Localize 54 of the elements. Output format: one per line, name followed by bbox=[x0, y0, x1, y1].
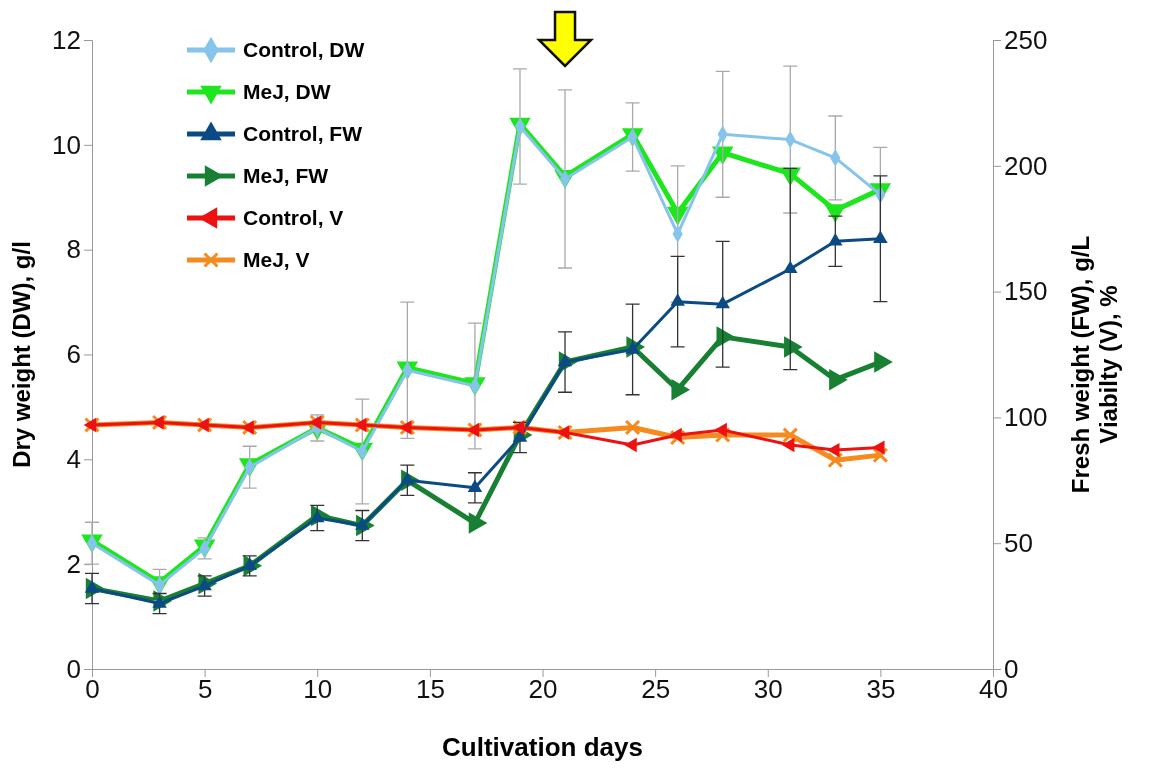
point bbox=[669, 429, 686, 446]
point bbox=[872, 440, 885, 455]
legend-label: Control, FW bbox=[243, 122, 363, 146]
point bbox=[151, 414, 168, 431]
y-tick-label: 0 bbox=[66, 653, 81, 684]
point bbox=[241, 420, 254, 435]
point bbox=[399, 420, 412, 435]
point bbox=[241, 419, 258, 436]
point bbox=[782, 427, 799, 443]
y-tick-label: 6 bbox=[66, 339, 81, 370]
legend-label: Control, V bbox=[243, 206, 344, 230]
point bbox=[151, 415, 164, 430]
point bbox=[714, 422, 727, 438]
point bbox=[467, 479, 483, 493]
y2-tick-label: 150 bbox=[1004, 276, 1048, 307]
x-axis-title: Cultivation days bbox=[442, 732, 643, 762]
point bbox=[196, 417, 213, 433]
point bbox=[781, 437, 795, 453]
y2-tick-label: 200 bbox=[1004, 150, 1048, 181]
point bbox=[624, 419, 641, 436]
legend-label: MeJ, FW bbox=[243, 164, 329, 188]
point bbox=[309, 414, 326, 431]
x-tick-label: 25 bbox=[641, 674, 671, 705]
y-axis-title: Dry weight (DW), g/l bbox=[8, 241, 35, 468]
x-tick-label: 30 bbox=[753, 674, 783, 705]
y2-tick-label: 100 bbox=[1004, 402, 1048, 433]
y2-tick-label: 250 bbox=[1004, 24, 1048, 55]
point bbox=[827, 442, 840, 458]
x-tick-label: 5 bbox=[197, 674, 213, 705]
point bbox=[196, 417, 209, 433]
y2-axis-title: Fresh weight (FW), g/L Viabilty (V), % bbox=[1067, 235, 1122, 494]
y-tick-label: 12 bbox=[52, 24, 81, 55]
legend-label: MeJ, DW bbox=[243, 80, 331, 104]
point bbox=[714, 427, 731, 443]
point bbox=[827, 452, 844, 469]
y-tick-label: 4 bbox=[66, 444, 81, 475]
x-tick-label: 15 bbox=[415, 674, 445, 705]
y2-tick-label: 50 bbox=[1004, 528, 1033, 559]
y-tick-label: 8 bbox=[66, 234, 81, 265]
point bbox=[354, 417, 371, 433]
point bbox=[399, 419, 416, 436]
point bbox=[624, 437, 637, 453]
x-tick-label: 10 bbox=[303, 674, 333, 705]
y-tick-label: 10 bbox=[52, 129, 81, 160]
x-tick-label: 0 bbox=[85, 674, 100, 705]
legend-label: MeJ, V bbox=[243, 248, 310, 272]
y-tick-label: 2 bbox=[66, 548, 81, 579]
point bbox=[872, 447, 889, 464]
point bbox=[669, 427, 682, 443]
x-tick-label: 20 bbox=[528, 674, 558, 705]
point bbox=[308, 415, 322, 430]
point bbox=[512, 429, 528, 442]
x-tick-label: 35 bbox=[866, 674, 896, 705]
legend-label: Control, DW bbox=[243, 38, 365, 62]
